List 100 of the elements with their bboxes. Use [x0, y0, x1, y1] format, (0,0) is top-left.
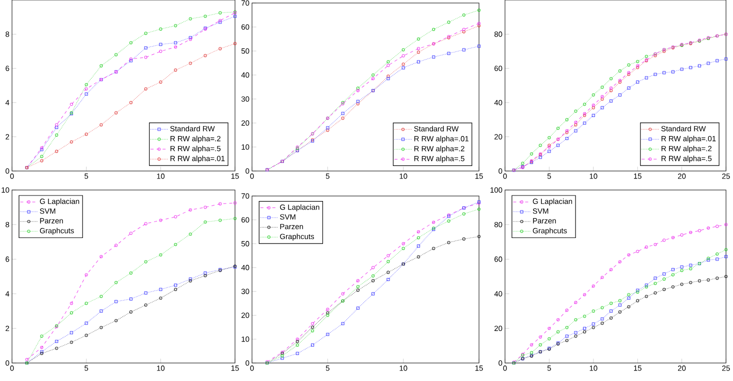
point [592, 310, 595, 313]
point [556, 144, 560, 147]
point [521, 162, 524, 165]
point [129, 101, 132, 104]
point [600, 306, 604, 310]
point [55, 134, 58, 137]
point [55, 150, 58, 153]
point [174, 215, 178, 218]
point [233, 14, 237, 18]
point [538, 156, 542, 159]
point [636, 299, 640, 302]
point [218, 202, 222, 206]
point [618, 260, 622, 264]
point [618, 69, 622, 73]
point [402, 48, 405, 52]
point [100, 64, 103, 68]
point [574, 123, 578, 126]
point [233, 216, 237, 220]
point [583, 122, 586, 125]
point [600, 95, 604, 98]
point [129, 41, 132, 44]
point [618, 299, 622, 302]
point [600, 86, 604, 89]
point [618, 310, 622, 314]
point [114, 300, 118, 304]
point [671, 236, 675, 240]
point [689, 66, 692, 70]
point [610, 89, 613, 92]
point [530, 152, 534, 156]
point [386, 74, 390, 78]
point [159, 80, 162, 84]
point [40, 346, 44, 349]
point [627, 296, 630, 300]
point [233, 201, 237, 205]
point [654, 242, 657, 246]
point [174, 24, 178, 28]
point [296, 344, 299, 347]
point [671, 268, 675, 272]
point [129, 232, 132, 235]
point [627, 63, 630, 67]
point [462, 28, 466, 31]
point [565, 136, 568, 140]
point [372, 77, 375, 80]
point [716, 59, 719, 62]
point [592, 104, 595, 107]
point [174, 242, 178, 246]
point [477, 235, 481, 238]
point [70, 340, 74, 344]
point [40, 159, 44, 162]
point [662, 238, 666, 242]
point [218, 11, 222, 14]
point [372, 266, 375, 270]
point [592, 284, 595, 288]
point [129, 297, 132, 301]
point [386, 64, 390, 67]
point [204, 54, 207, 58]
point [689, 267, 692, 270]
point [698, 229, 702, 232]
point [689, 230, 692, 234]
point [680, 233, 684, 237]
point [592, 326, 595, 330]
point [84, 92, 88, 96]
point [600, 317, 604, 320]
point [477, 24, 481, 28]
point [627, 293, 630, 296]
point [159, 218, 162, 222]
point [55, 126, 58, 129]
point [600, 276, 604, 279]
point [574, 110, 578, 113]
point [144, 291, 148, 294]
point [600, 98, 604, 101]
point [530, 351, 534, 354]
point [447, 20, 450, 24]
point [636, 80, 640, 84]
point [40, 334, 44, 338]
point [583, 330, 586, 334]
point [680, 68, 684, 71]
point [188, 232, 192, 236]
point [114, 111, 118, 114]
point [372, 274, 375, 278]
point [592, 114, 595, 117]
point [55, 346, 58, 350]
point [574, 318, 578, 322]
point [356, 306, 360, 310]
point [556, 126, 560, 130]
point [70, 331, 74, 334]
point [386, 278, 390, 282]
point [356, 86, 360, 90]
point [654, 282, 657, 285]
point [416, 47, 420, 50]
point [159, 50, 162, 53]
point [341, 116, 344, 120]
point [386, 254, 390, 258]
point [114, 319, 118, 322]
point [706, 278, 710, 282]
point [724, 274, 728, 278]
point [159, 253, 162, 256]
point [618, 93, 622, 96]
point [680, 282, 684, 286]
point [386, 260, 390, 264]
